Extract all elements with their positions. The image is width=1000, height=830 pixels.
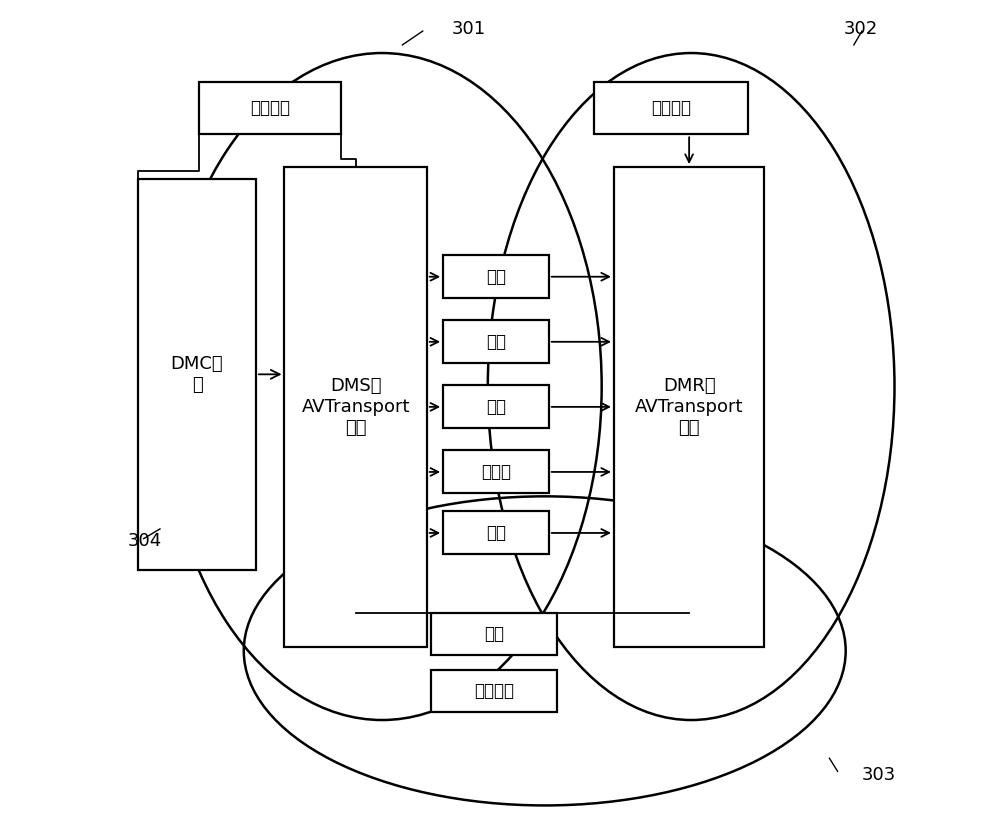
- Text: DMC控
制: DMC控 制: [171, 355, 223, 393]
- Text: 播放: 播放: [486, 268, 506, 286]
- Bar: [443, 511, 549, 554]
- Text: 重定位: 重定位: [481, 463, 511, 481]
- Text: 302: 302: [844, 20, 878, 37]
- Bar: [594, 81, 748, 134]
- Text: 暂停: 暂停: [486, 333, 506, 351]
- Text: 301: 301: [451, 20, 485, 37]
- Text: 终端: 终端: [484, 625, 504, 642]
- Text: 媒体文件: 媒体文件: [474, 681, 514, 700]
- Text: 音量: 音量: [486, 524, 506, 542]
- Bar: [199, 81, 341, 134]
- Text: 主控终端: 主控终端: [250, 99, 290, 117]
- Text: DMR中
AVTransport
服务: DMR中 AVTransport 服务: [635, 377, 743, 437]
- Bar: [614, 167, 764, 647]
- Bar: [138, 179, 256, 569]
- Text: 304: 304: [127, 532, 162, 550]
- Text: DMS中
AVTransport
服务: DMS中 AVTransport 服务: [301, 377, 410, 437]
- Bar: [443, 255, 549, 298]
- Bar: [284, 167, 427, 647]
- Text: 303: 303: [862, 765, 896, 784]
- Bar: [443, 451, 549, 494]
- Bar: [443, 320, 549, 364]
- Bar: [431, 670, 557, 712]
- Bar: [443, 385, 549, 428]
- Text: 被控终端: 被控终端: [651, 99, 691, 117]
- Bar: [431, 613, 557, 655]
- Text: 停止: 停止: [486, 398, 506, 416]
